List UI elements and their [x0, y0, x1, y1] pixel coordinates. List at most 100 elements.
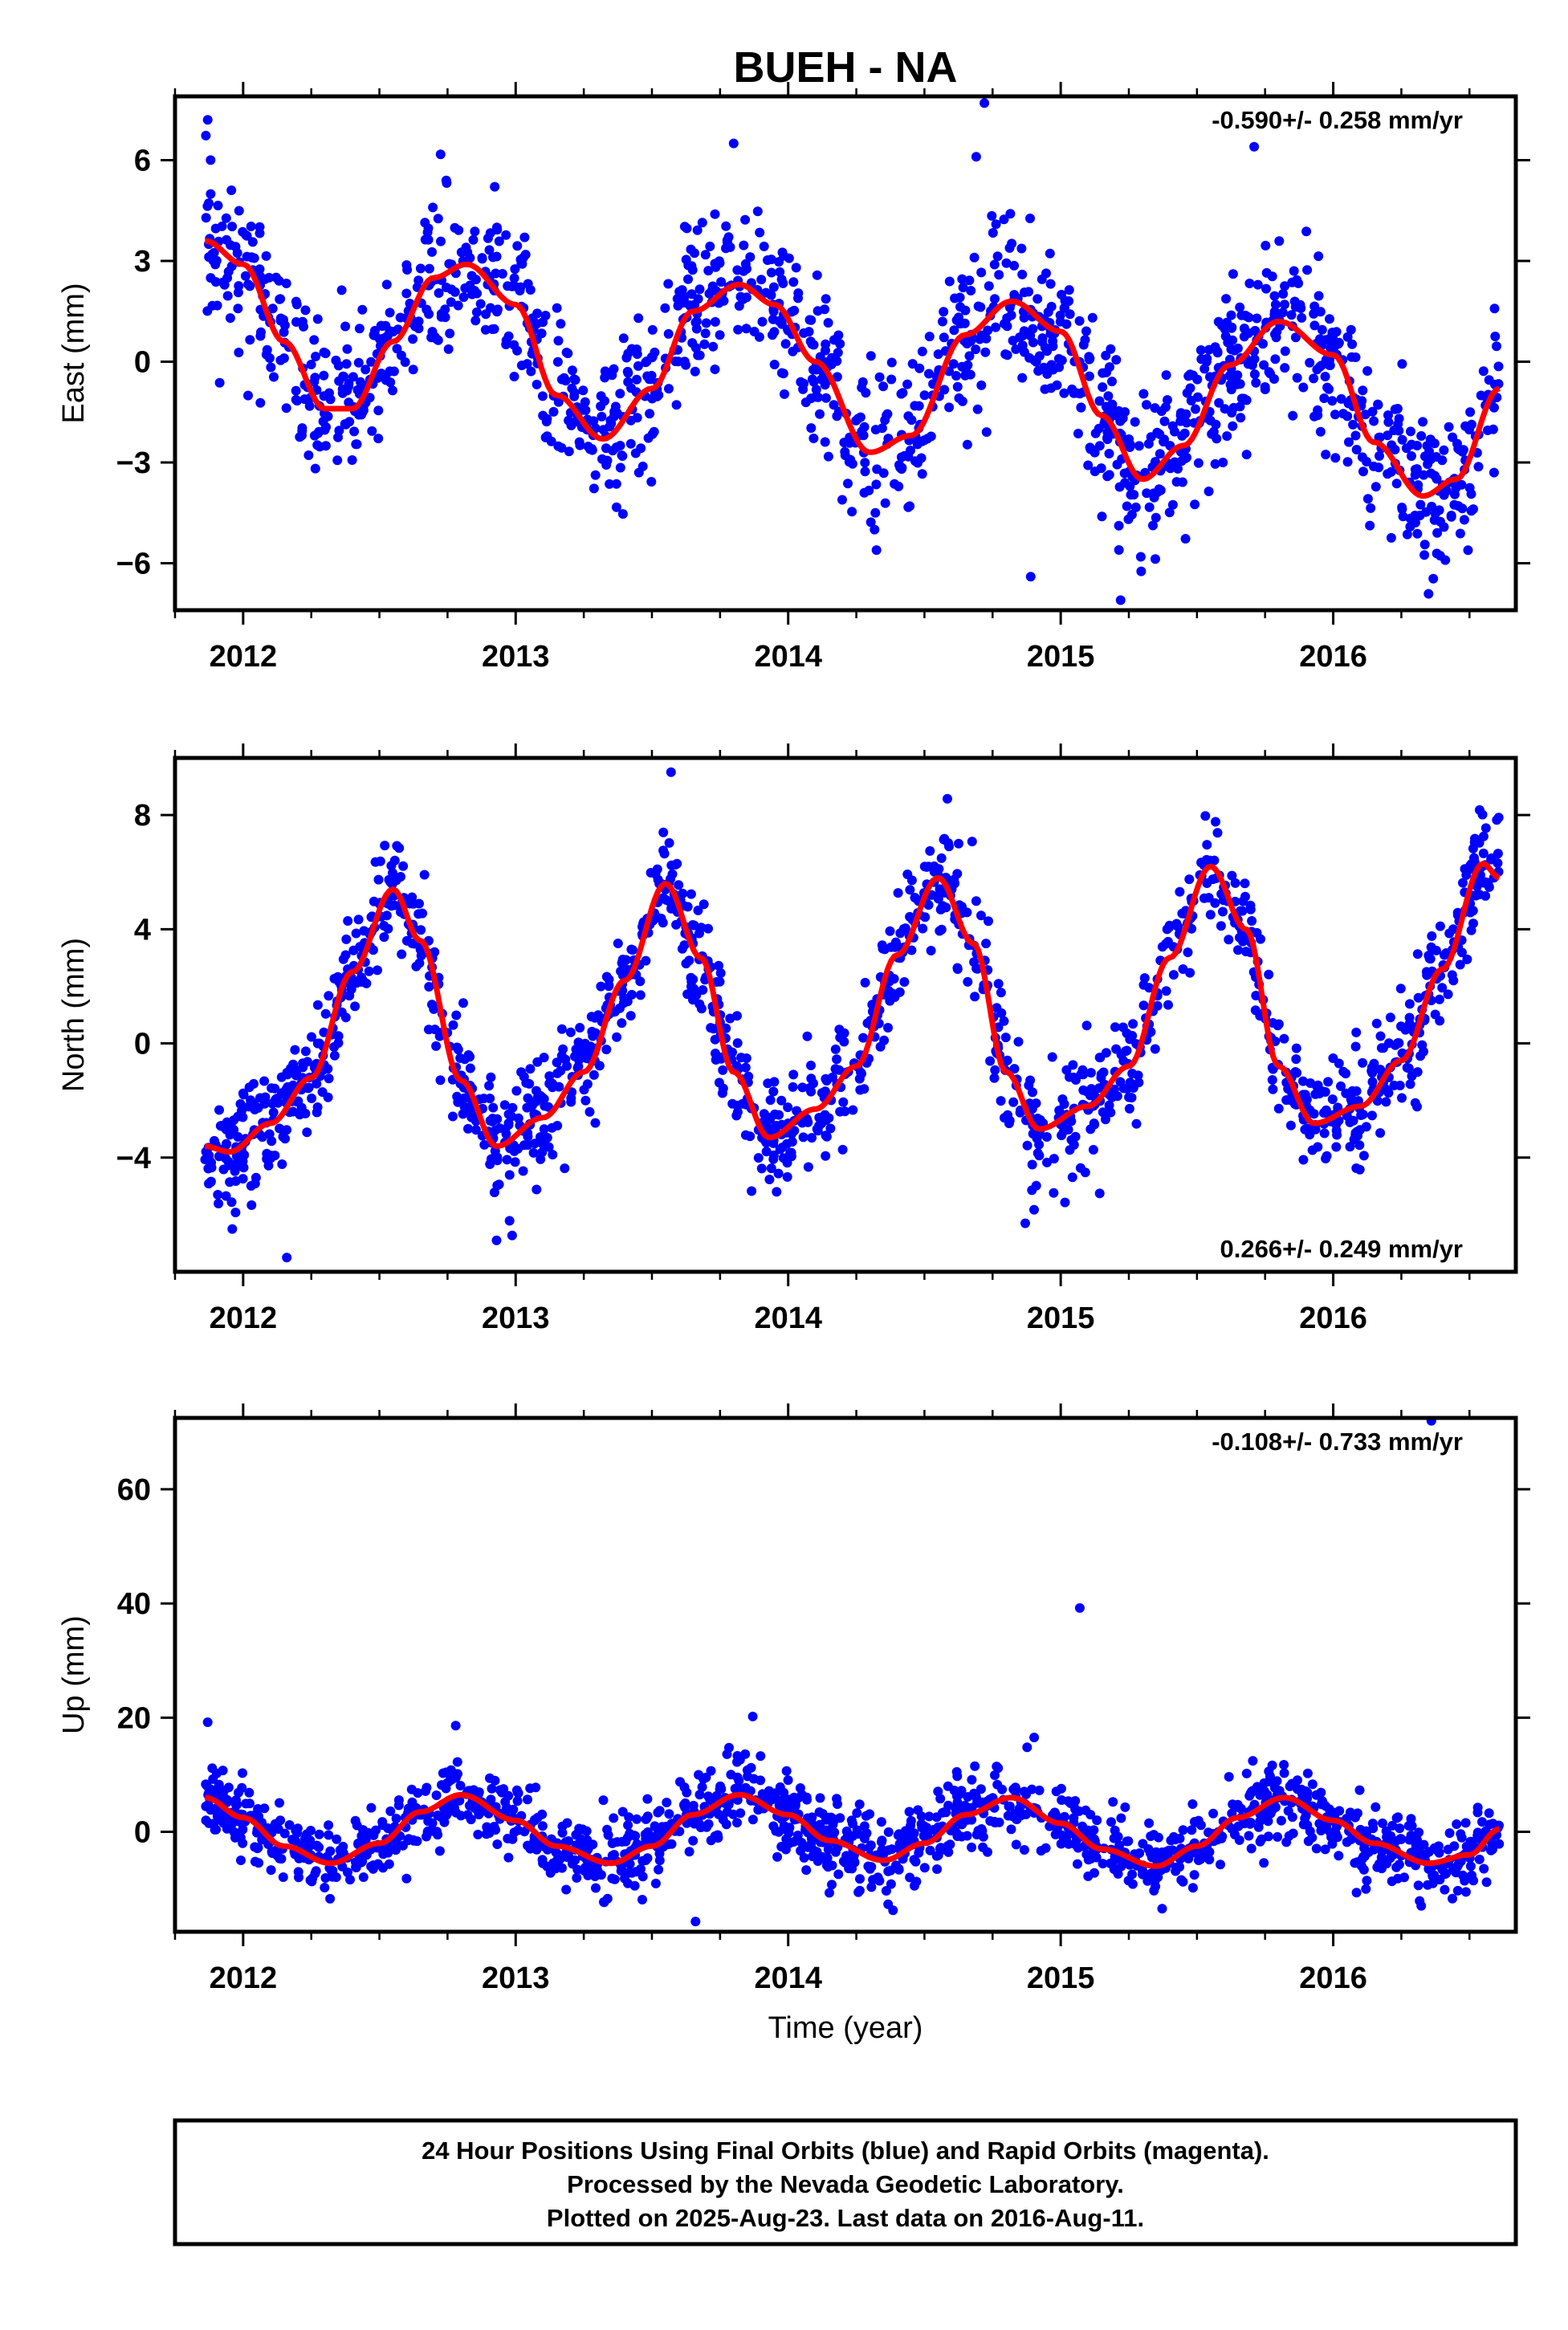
north-data-point	[943, 793, 952, 804]
north-data-point	[257, 1131, 267, 1142]
east-data-point	[976, 380, 987, 390]
north-points	[200, 767, 1504, 1263]
east-data-point	[532, 308, 543, 319]
footer-box: 24 Hour Positions Using Final Orbits (bl…	[173, 2118, 1518, 2246]
north-data-point	[1080, 1167, 1090, 1178]
up-data-point	[925, 1845, 935, 1855]
up-data-point	[385, 1806, 396, 1816]
up-data-point	[1395, 1823, 1405, 1834]
up-data-point	[910, 1880, 919, 1891]
north-data-point	[463, 1050, 474, 1060]
east-data-point	[436, 236, 446, 246]
east-data-point	[1321, 355, 1331, 365]
east-data-point	[281, 279, 291, 288]
east-data-point	[913, 458, 922, 468]
north-data-point	[1372, 1096, 1383, 1106]
east-data-point	[222, 291, 233, 301]
east-data-point	[647, 393, 658, 404]
east-data-point	[212, 300, 222, 311]
north-data-point	[458, 998, 468, 1008]
up-data-point	[366, 1802, 377, 1813]
east-data-point	[615, 462, 625, 473]
up-data-point	[799, 1852, 809, 1863]
east-data-point	[886, 374, 897, 385]
north-data-point	[1070, 1131, 1081, 1142]
north-data-point	[604, 974, 614, 984]
east-data-point	[1105, 362, 1114, 373]
up-data-point	[827, 1880, 837, 1890]
east-data-point	[999, 214, 1009, 225]
up-x-tick-label: 2013	[482, 1961, 550, 1995]
up-data-point	[1435, 1875, 1445, 1885]
north-data-point	[1185, 967, 1195, 978]
east-outlier-point	[202, 115, 213, 125]
up-data-point	[439, 1817, 450, 1827]
up-data-point	[1157, 1904, 1167, 1914]
east-data-point	[1419, 550, 1430, 560]
north-data-point	[574, 1055, 584, 1065]
east-data-point	[323, 411, 333, 422]
east-data-point	[1074, 316, 1085, 326]
up-data-point	[825, 1888, 834, 1898]
up-data-point	[1479, 1864, 1489, 1874]
north-data-point	[732, 1038, 743, 1049]
east-data-point	[806, 315, 817, 325]
up-data-point	[454, 1795, 465, 1806]
north-data-point	[840, 1106, 850, 1117]
north-data-point	[1252, 927, 1262, 938]
north-data-point	[1430, 1009, 1440, 1020]
up-data-point	[1267, 1760, 1277, 1770]
north-data-point	[612, 1032, 622, 1042]
north-data-point	[768, 1138, 779, 1148]
east-data-point	[408, 334, 418, 344]
up-data-point	[735, 1808, 746, 1819]
north-data-point	[411, 961, 422, 972]
east-data-point	[1087, 312, 1098, 323]
east-data-point	[799, 378, 809, 389]
east-data-point	[509, 372, 519, 381]
east-data-point	[470, 316, 481, 326]
east-data-point	[1412, 441, 1423, 450]
east-data-point	[1375, 432, 1385, 442]
up-data-point	[609, 1813, 619, 1823]
east-data-point	[1120, 478, 1130, 488]
north-data-point	[678, 888, 688, 898]
east-data-point	[1350, 352, 1361, 362]
up-data-point	[358, 1872, 369, 1882]
north-data-point	[797, 1082, 808, 1093]
up-data-point	[275, 1798, 284, 1808]
east-data-point	[1228, 335, 1238, 345]
up-data-point	[499, 1784, 509, 1794]
north-data-point	[1435, 921, 1445, 931]
up-data-point	[861, 1811, 871, 1821]
north-x-tick-label: 2015	[1027, 1301, 1095, 1335]
north-data-point	[470, 1125, 481, 1135]
east-data-point	[468, 234, 479, 245]
north-data-point	[312, 1078, 322, 1089]
east-data-point	[232, 248, 242, 259]
up-data-point	[637, 1895, 647, 1904]
east-data-point	[351, 439, 361, 450]
east-data-point	[360, 365, 371, 375]
east-data-point	[691, 324, 702, 334]
north-data-point	[230, 1208, 241, 1218]
up-data-point	[1241, 1768, 1252, 1778]
east-data-point	[1358, 385, 1368, 396]
north-outlier-point	[227, 1224, 238, 1234]
east-data-point	[1301, 226, 1312, 237]
north-data-point	[743, 1071, 754, 1081]
north-data-point	[1230, 878, 1240, 888]
north-data-point	[1088, 1145, 1098, 1155]
up-data-point	[271, 1822, 282, 1831]
up-data-point	[753, 1805, 764, 1815]
east-data-point	[837, 495, 847, 505]
north-data-point	[1264, 969, 1274, 980]
east-data-point	[1149, 492, 1159, 503]
up-data-point	[1098, 1859, 1108, 1869]
north-data-point	[1279, 1033, 1289, 1044]
east-data-point	[1369, 416, 1379, 426]
north-data-point	[890, 942, 900, 952]
east-data-point	[1493, 361, 1504, 372]
east-data-point	[1101, 350, 1111, 360]
north-data-point	[769, 1077, 780, 1087]
